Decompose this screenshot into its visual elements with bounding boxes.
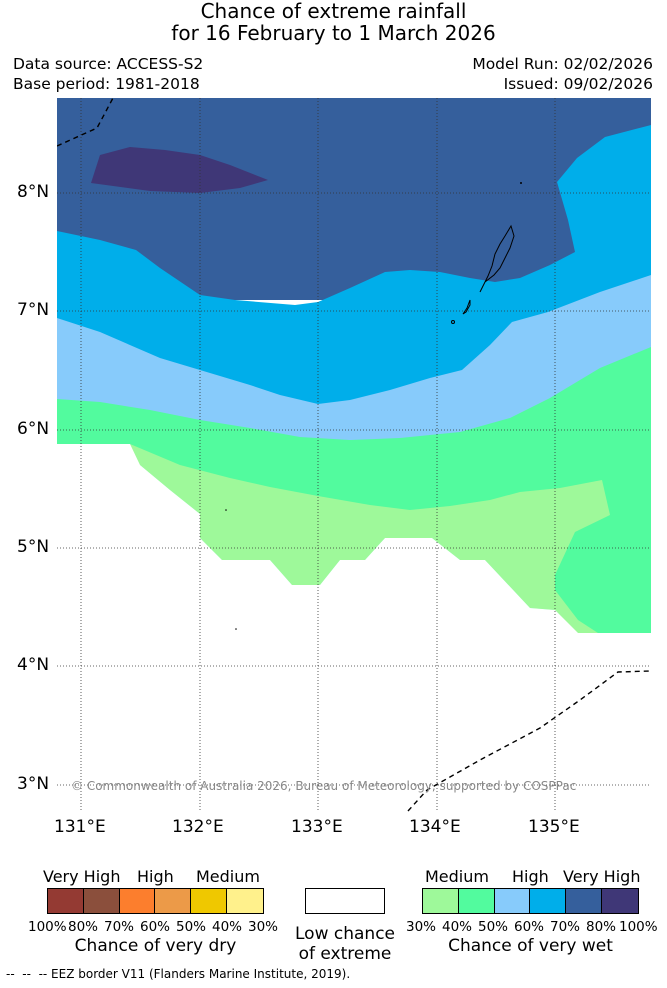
area-wet-70-80 <box>57 98 651 300</box>
lon-label-135e: 135°E <box>528 817 580 837</box>
copyright-notice: © Commonwealth of Australia 2026, Bureau… <box>71 779 577 793</box>
eez-border-north <box>57 98 114 147</box>
island-outline <box>479 224 515 293</box>
islet <box>451 320 455 324</box>
data-source: Data source: ACCESS-S2 <box>13 55 204 73</box>
dry-swatch-0 <box>48 889 84 913</box>
dry-swatch-2 <box>119 889 156 913</box>
dry-swatch-4 <box>191 889 228 913</box>
wet-very-high-label: Very High <box>563 867 641 886</box>
dry-pct-80: 80% <box>68 919 99 935</box>
base-period: Base period: 1981-2018 <box>13 75 200 93</box>
dry-swatch-3 <box>155 889 192 913</box>
wet-swatch-0 <box>423 889 459 913</box>
wet-pct-70: 70% <box>550 919 581 935</box>
low-chance-caption-line1: Low chance <box>295 924 395 944</box>
lat-label-4n: 4°N <box>17 655 50 675</box>
lat-label-8n: 8°N <box>17 182 50 202</box>
dry-swatch-5 <box>227 889 263 913</box>
rainfall-map <box>57 98 651 812</box>
wet-caption: Chance of very wet <box>448 936 613 956</box>
map-title-line2: for 16 February to 1 March 2026 <box>171 21 496 45</box>
wet-swatch-2 <box>494 889 531 913</box>
dry-pct-50: 50% <box>176 919 207 935</box>
eez-footnote: -- -- -- EEZ border V11 (Flanders Marine… <box>6 967 351 981</box>
low-chance-swatch <box>305 888 385 914</box>
wet-pct-50: 50% <box>478 919 509 935</box>
issued-date: Issued: 09/02/2026 <box>503 75 653 93</box>
model-run: Model Run: 02/02/2026 <box>472 55 653 73</box>
area-low-chance-south <box>57 444 651 812</box>
lat-label-5n: 5°N <box>17 537 50 557</box>
islet <box>520 182 522 184</box>
islet <box>235 628 237 630</box>
wet-medium-label: Medium <box>425 867 489 886</box>
eez-border-south <box>407 670 651 812</box>
wet-swatch-4 <box>566 889 603 913</box>
lon-label-134e: 134°E <box>409 817 461 837</box>
dry-caption: Chance of very dry <box>74 936 237 956</box>
lat-label-3n: 3°N <box>17 774 50 794</box>
dry-pct-60: 60% <box>140 919 171 935</box>
low-chance-caption-line2: of extreme <box>298 944 392 964</box>
island-outline-small <box>462 299 471 315</box>
dry-pct-40: 40% <box>212 919 243 935</box>
wet-swatch-3 <box>530 889 567 913</box>
wet-colorbar <box>422 888 639 914</box>
lon-label-133e: 133°E <box>291 817 343 837</box>
wet-swatch-1 <box>458 889 495 913</box>
wet-pct-100: 100% <box>619 919 658 935</box>
dry-medium-label: Medium <box>196 867 260 886</box>
dry-pct-70: 70% <box>104 919 135 935</box>
wet-pct-60: 60% <box>514 919 545 935</box>
wet-pct-80: 80% <box>586 919 617 935</box>
dry-swatch-1 <box>83 889 120 913</box>
dry-colorbar <box>47 888 264 914</box>
wet-pct-40: 40% <box>442 919 473 935</box>
dry-pct-30: 30% <box>248 919 279 935</box>
lon-label-131e: 131°E <box>54 817 106 837</box>
lon-label-132e: 132°E <box>172 817 224 837</box>
dry-pct-100: 100% <box>28 919 67 935</box>
lat-label-7n: 7°N <box>17 300 50 320</box>
dry-high-label: High <box>137 867 174 886</box>
wet-swatch-5 <box>602 889 638 913</box>
wet-pct-30: 30% <box>406 919 437 935</box>
map-title-line1: Chance of extreme rainfall <box>200 0 467 23</box>
gridlines <box>57 98 651 812</box>
area-wet-80-100 <box>91 147 268 193</box>
wet-high-label: High <box>512 867 549 886</box>
dry-very-high-label: Very High <box>43 867 121 886</box>
lat-label-6n: 6°N <box>17 419 50 439</box>
islet <box>225 509 227 511</box>
area-wet-30-40 <box>57 444 610 633</box>
